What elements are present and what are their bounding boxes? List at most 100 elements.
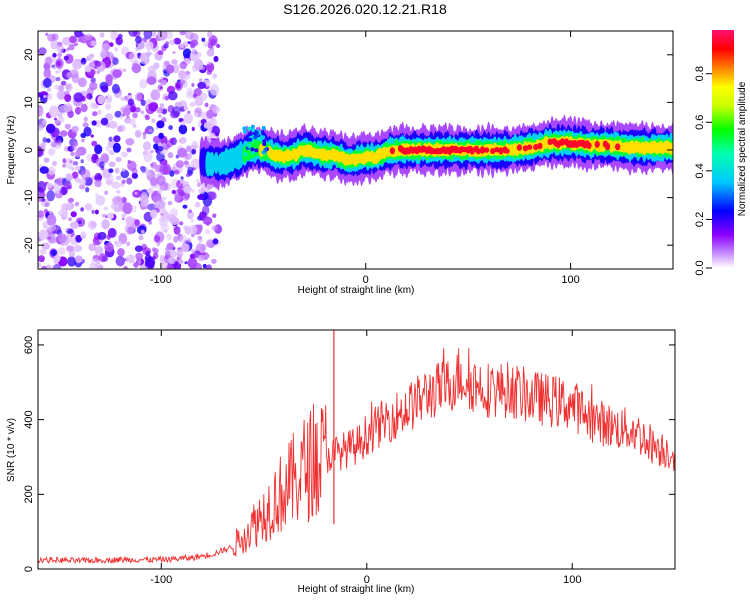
noise-blob: [157, 50, 164, 56]
noise-blob: [69, 160, 73, 164]
ridge-mark: [498, 147, 504, 155]
noise-blob: [105, 145, 111, 152]
noise-blob: [38, 124, 44, 131]
noise-blob: [66, 47, 70, 52]
noise-blob: [101, 154, 109, 164]
ridge-mark: [254, 148, 259, 153]
noise-blob: [178, 79, 186, 85]
noise-blob: [53, 137, 61, 144]
noise-blob: [101, 43, 111, 52]
noise-blob: [145, 256, 156, 269]
noise-blob: [168, 91, 178, 101]
noise-blob: [162, 64, 167, 70]
noise-blob: [88, 220, 97, 230]
noise-blob: [150, 89, 161, 101]
noise-blob: [190, 42, 196, 49]
ridge-mark: [527, 144, 533, 150]
noise-blob: [195, 179, 200, 182]
noise-blob: [165, 64, 175, 74]
noise-blob: [105, 174, 115, 185]
noise-blob: [168, 256, 176, 265]
noise-blob: [108, 161, 116, 168]
noise-blob: [159, 103, 165, 109]
noise-blob: [115, 175, 122, 181]
noise-blob: [91, 209, 95, 214]
noise-blob: [194, 201, 201, 208]
snr-frame: [37, 329, 676, 570]
noise-blob: [170, 110, 180, 119]
noise-blob: [214, 131, 220, 137]
noise-blob: [90, 77, 96, 84]
noise-blob: [191, 188, 195, 193]
noise-blob: [210, 38, 217, 45]
colorbar: 0.0 0.2 0.4 0.6 0.8 Normalized spectral ampl…: [694, 30, 748, 276]
ridge-mark: [262, 142, 267, 147]
snr-panel: -100 0 100 0 200 400 600 Height of straight l…: [6, 329, 676, 595]
noise-blob: [83, 116, 88, 122]
noise-blob: [47, 33, 56, 42]
noise-blob: [192, 93, 197, 99]
noise-blob: [216, 43, 221, 49]
noise-blob: [160, 216, 166, 223]
noise-blob: [168, 125, 173, 131]
noise-blob: [206, 48, 215, 57]
ridge-mark: [243, 152, 248, 157]
noise-blob: [104, 242, 114, 253]
noise-blob: [112, 142, 121, 153]
noise-blob: [160, 213, 164, 216]
noise-blob: [134, 92, 143, 102]
noise-blob: [191, 248, 195, 252]
noise-blob: [42, 221, 49, 229]
ridge-mark: [256, 136, 261, 141]
noise-blob: [55, 70, 59, 75]
noise-blob: [84, 66, 92, 73]
spectrogram-ylabel: Frequency (Hz): [6, 116, 17, 185]
noise-blob: [60, 80, 67, 86]
noise-blob: [127, 226, 135, 234]
noise-blob: [55, 77, 61, 82]
noise-blob: [114, 47, 119, 52]
noise-blob: [135, 35, 142, 44]
noise-blob: [202, 216, 213, 225]
noise-blob: [134, 219, 140, 227]
noise-blob: [71, 125, 79, 133]
colorbar-tick-label: 0.4: [694, 163, 706, 178]
noise-blob: [140, 110, 145, 115]
noise-blob: [43, 157, 50, 163]
noise-blob: [38, 210, 45, 218]
noise-blob: [189, 101, 196, 108]
noise-blob: [204, 253, 209, 259]
noise-blob: [188, 209, 193, 213]
noise-blob: [189, 253, 195, 259]
noise-blob: [143, 31, 153, 40]
noise-blob: [128, 31, 138, 37]
noise-blob: [62, 36, 72, 46]
noise-blob: [142, 247, 152, 256]
noise-blob: [38, 255, 45, 263]
noise-blob: [87, 41, 92, 45]
ridge-mark: [504, 148, 510, 154]
noise-blob: [162, 196, 167, 201]
noise-blob: [68, 43, 75, 51]
noise-blob: [182, 204, 188, 209]
noise-blob: [166, 233, 172, 241]
noise-blob: [70, 211, 77, 218]
noise-blob: [204, 228, 211, 235]
noise-blob: [66, 245, 74, 252]
noise-blob: [179, 31, 187, 36]
noise-blob: [150, 209, 158, 219]
ridge-mark: [594, 140, 600, 148]
noise-blob: [38, 106, 44, 117]
ridge-mark: [533, 144, 539, 151]
noise-blob: [196, 182, 201, 188]
noise-blob: [177, 147, 188, 158]
noise-blob: [50, 249, 57, 256]
noise-blob: [140, 229, 145, 234]
noise-blob: [44, 202, 50, 207]
ridge-mark: [484, 147, 490, 153]
noise-blob: [160, 206, 167, 213]
noise-blob: [110, 31, 118, 40]
noise-blob: [120, 96, 126, 101]
noise-blob: [80, 33, 85, 37]
